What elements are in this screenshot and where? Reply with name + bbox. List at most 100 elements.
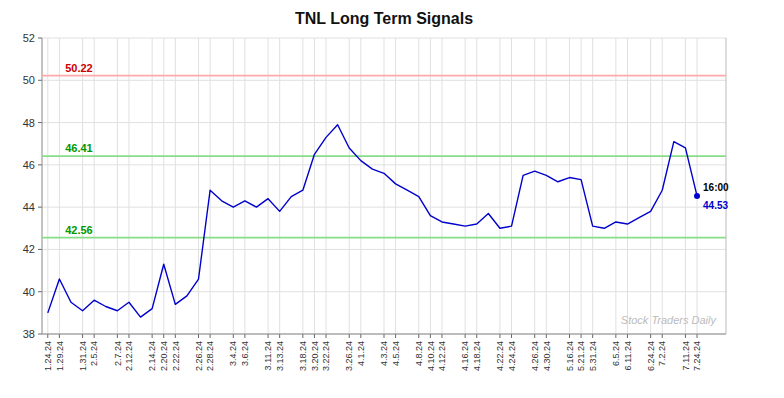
x-grid-line — [569, 38, 570, 334]
reference-line — [42, 75, 726, 77]
x-tick-label: 4.10.24 — [426, 341, 436, 371]
x-tick — [581, 334, 582, 338]
chart: 38404244464850521.24.241.29.241.31.242.5… — [0, 0, 784, 398]
x-grid-line — [395, 38, 396, 334]
title: TNL Long Term Signals — [295, 10, 473, 27]
x-tick — [441, 334, 442, 338]
x-tick-label: 3.20.24 — [310, 341, 320, 371]
x-tick-label: 3.11.24 — [263, 341, 273, 370]
plot-area — [42, 76, 726, 317]
watermark: Stock Traders Daily — [621, 314, 718, 326]
x-tick-label: 4.24.24 — [507, 341, 517, 371]
x-tick — [302, 334, 303, 338]
x-tick-label: 4.30.24 — [542, 341, 552, 371]
x-grid-line — [685, 38, 686, 334]
x-tick — [395, 334, 396, 338]
x-grid-line — [465, 38, 466, 334]
x-tick-label: 2.12.24 — [124, 341, 134, 371]
x-tick — [47, 334, 48, 338]
y-tick — [38, 334, 42, 335]
x-grid-line — [279, 38, 280, 334]
x-tick — [244, 334, 245, 338]
x-tick — [94, 334, 95, 338]
x-grid-line — [59, 38, 60, 334]
x-tick-label: 3.4.24 — [228, 341, 238, 366]
x-tick — [499, 334, 500, 338]
x-tick — [233, 334, 234, 338]
x-grid-line — [82, 38, 83, 334]
x-tick — [685, 334, 686, 338]
x-tick-label: 4.3.24 — [379, 341, 389, 366]
x-grid-line — [697, 38, 698, 334]
x-grid-line — [326, 38, 327, 334]
y-tick-label: 38 — [23, 328, 35, 340]
y-tick — [38, 122, 42, 123]
x-tick-label: 6.11.24 — [623, 341, 633, 370]
x-tick — [268, 334, 269, 338]
y-grid-line — [42, 334, 726, 335]
x-tick-label: 1.31.24 — [78, 341, 88, 371]
y-tick — [38, 249, 42, 250]
x-grid-line — [302, 38, 303, 334]
x-grid-line — [163, 38, 164, 334]
x-grid-line — [268, 38, 269, 334]
y-tick — [38, 80, 42, 81]
x-grid-line — [175, 38, 176, 334]
x-tick-label: 3.22.24 — [321, 341, 331, 371]
x-tick-label: 5.16.24 — [565, 341, 575, 371]
x-tick-label: 6.24.24 — [646, 341, 656, 371]
x-tick-label: 2.28.24 — [205, 341, 215, 371]
x-tick — [627, 334, 628, 338]
x-tick-label: 4.26.24 — [530, 341, 540, 371]
x-tick — [349, 334, 350, 338]
x-tick — [511, 334, 512, 338]
x-grid-line — [627, 38, 628, 334]
x-tick — [326, 334, 327, 338]
y-tick-label: 48 — [23, 117, 35, 129]
x-tick-label: 1.24.24 — [43, 341, 53, 371]
y-tick-label: 44 — [23, 201, 35, 213]
x-tick-label: 6.5.24 — [611, 341, 621, 366]
x-tick — [117, 334, 118, 338]
x-tick-label: 4.12.24 — [437, 341, 447, 371]
x-tick — [198, 334, 199, 338]
x-tick-label: 5.31.24 — [588, 341, 598, 371]
y-tick-label: 40 — [23, 286, 35, 298]
x-grid-line — [499, 38, 500, 334]
x-tick-label: 3.26.24 — [344, 341, 354, 371]
last-point — [694, 193, 700, 199]
y-tick — [38, 291, 42, 292]
x-grid-line — [430, 38, 431, 334]
x-tick-label: 5.21.24 — [576, 341, 586, 371]
x-tick — [430, 334, 431, 338]
x-tick-label: 4.22.24 — [495, 341, 505, 371]
x-tick — [279, 334, 280, 338]
reference-line-label: 50.22 — [65, 62, 93, 74]
x-grid-line — [511, 38, 512, 334]
reference-line — [42, 237, 726, 239]
x-grid-line — [349, 38, 350, 334]
x-tick-label: 2.7.24 — [113, 341, 123, 366]
x-tick — [546, 334, 547, 338]
x-grid-line — [441, 38, 442, 334]
x-tick — [418, 334, 419, 338]
x-tick-label: 3.13.24 — [275, 341, 285, 371]
y-tick — [38, 207, 42, 208]
x-tick-label: 3.18.24 — [298, 341, 308, 371]
x-tick-label: 4.18.24 — [472, 341, 482, 371]
x-grid-line — [384, 38, 385, 334]
x-tick — [384, 334, 385, 338]
x-tick-label: 2.26.24 — [194, 341, 204, 371]
x-grid-line — [476, 38, 477, 334]
x-tick-label: 2.22.24 — [171, 341, 181, 371]
x-tick — [152, 334, 153, 338]
x-tick — [697, 334, 698, 338]
x-grid-line — [47, 38, 48, 334]
x-tick — [360, 334, 361, 338]
price-line — [48, 125, 697, 317]
x-grid-line — [128, 38, 129, 334]
x-grid-line — [244, 38, 245, 334]
x-axis-line — [42, 334, 726, 335]
y-tick-label: 50 — [23, 74, 35, 86]
last-time-label: 16:00 — [703, 182, 729, 193]
